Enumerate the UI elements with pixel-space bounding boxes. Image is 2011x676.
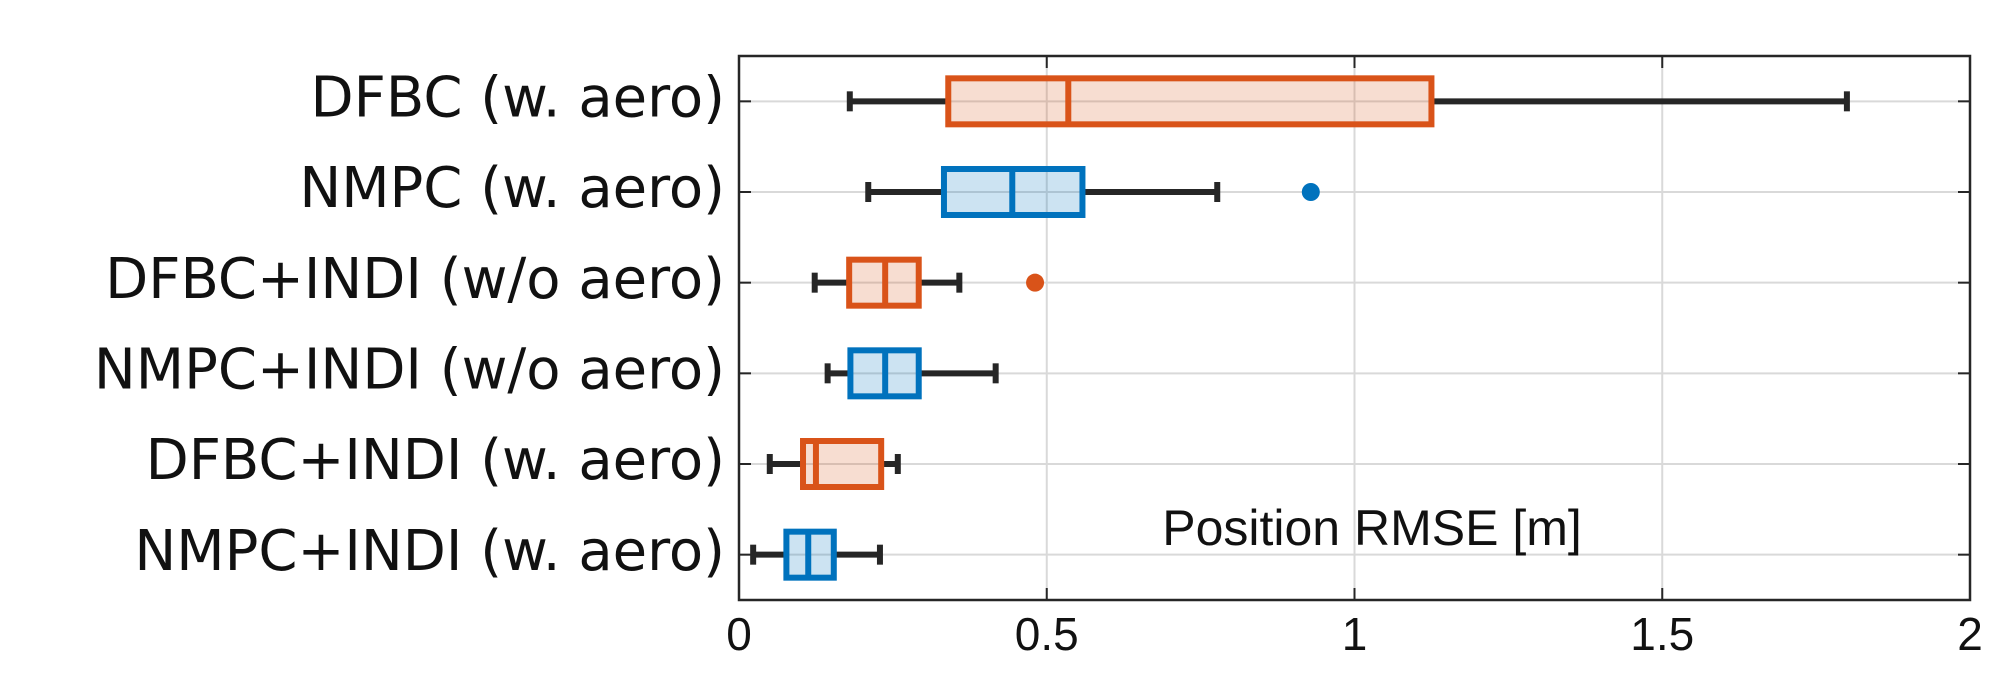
x-tick-label: 1.5 <box>1630 608 1694 660</box>
x-tick-label: 0.5 <box>1015 608 1079 660</box>
y-tick-label: NMPC (w. aero) <box>299 156 725 221</box>
y-tick-label: DFBC (w. aero) <box>311 65 725 130</box>
y-tick-label: DFBC+INDI (w. aero) <box>146 428 725 493</box>
x-tick-label: 0 <box>726 608 752 660</box>
plot-frame <box>737 54 1972 602</box>
x-axis-label: Position RMSE [m] <box>1162 500 1582 556</box>
box <box>945 75 1435 128</box>
y-tick-label: DFBC+INDI (w/o aero) <box>105 247 725 312</box>
y-tick-label: NMPC+INDI (w. aero) <box>134 519 725 584</box>
plot: 0 0.5 1 1.5 2 DFBC (w. aero) NMPC (w. aero) DFB… <box>94 54 1983 660</box>
x-tick-label: 2 <box>1957 608 1983 660</box>
outlier <box>1026 273 1045 292</box>
x-tick-label: 1 <box>1342 608 1368 660</box>
y-tick-label: NMPC+INDI (w/o aero) <box>94 337 725 402</box>
outlier <box>1301 183 1320 201</box>
